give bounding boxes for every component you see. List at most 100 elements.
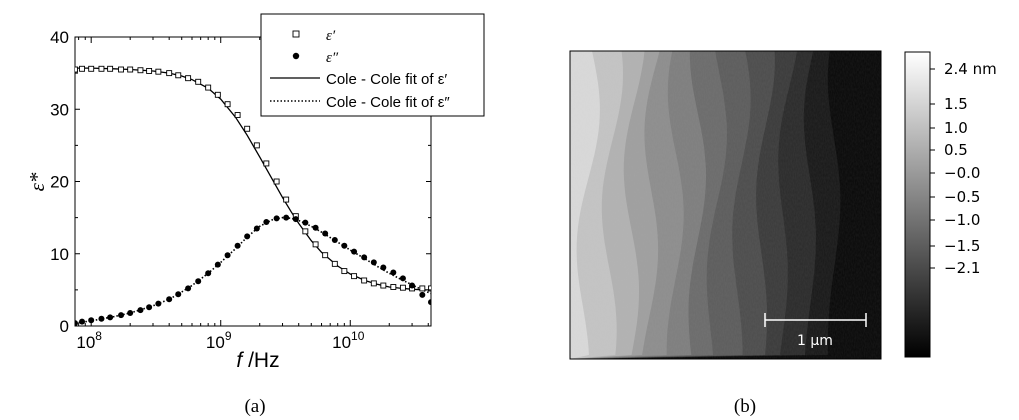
data-point-eps-real (370, 280, 377, 287)
fit-line-3 (75, 216, 431, 324)
colorbar-tick-label: −0.5 (944, 188, 980, 206)
data-point-eps-real (214, 91, 221, 98)
data-point-eps-real (283, 196, 290, 203)
colorbar-tick-label: 1.0 (944, 119, 968, 137)
data-point-eps-real (419, 285, 426, 292)
data-point-eps-imag (428, 299, 431, 306)
data-point-eps-imag (390, 269, 397, 276)
data-point-eps-imag (419, 291, 426, 298)
data-point-eps-real (79, 65, 85, 72)
data-point-eps-imag (361, 254, 368, 261)
data-point-eps-imag (302, 219, 309, 226)
data-point-eps-real (273, 178, 280, 185)
data-point-eps-imag (263, 218, 270, 225)
colorbar-ticks: 2.4 nm 1.5 1.0 0.5 −0.0 −0.5 −1.0 −1.5 −2.1 (930, 60, 997, 277)
legend-label: ε″ (326, 50, 339, 66)
data-point-eps-real (341, 268, 348, 275)
colorbar: 2.4 nm 1.5 1.0 0.5 −0.0 −0.5 −1.0 −1.5 −2.1 (904, 51, 997, 358)
legend-label: Cole - Cole fit of ε″ (326, 94, 450, 111)
data-point-eps-real (253, 142, 260, 149)
data-point-eps-real (118, 66, 124, 73)
afm-topography-panel: 1 μm 2.4 nm 1.5 1.0 0.5 −0.0 −0.5 −1.0 −1.5 −2.1… (569, 50, 997, 417)
y-tick-label: 0 (60, 317, 69, 336)
data-point-eps-imag (195, 278, 202, 285)
y-axis-label: ε* (25, 172, 49, 191)
data-point-eps-real (88, 65, 95, 72)
dielectric-spectrum-chart: 108 109 1010 0 10 20 30 40 f /Hz ε* ε′ ε″ Cole -… (25, 13, 485, 417)
colorbar-tick-label: 1.5 (944, 95, 968, 113)
data-point-eps-real (399, 284, 406, 291)
y-tick-label: 20 (50, 173, 69, 192)
data-point-eps-imag (331, 237, 338, 244)
afm-image-frame (569, 50, 882, 360)
data-point-eps-imag (234, 242, 241, 249)
legend-marker-square (292, 30, 300, 38)
data-point-eps-imag (244, 233, 251, 240)
data-point-eps-real (127, 66, 134, 73)
data-point-eps-real (351, 273, 358, 280)
panel-label-a: (a) (244, 396, 265, 417)
colorbar-tick-label: −0.0 (944, 164, 980, 182)
data-point-eps-imag (399, 275, 406, 282)
data-point-eps-imag (292, 216, 299, 223)
data-point-eps-real (175, 72, 182, 79)
data-point-eps-real (244, 125, 251, 132)
colorbar-tick-label: −2.1 (944, 259, 980, 277)
data-point-eps-real (98, 65, 105, 72)
data-point-eps-imag (155, 300, 162, 307)
data-point-eps-imag (137, 307, 144, 314)
afm-height-image (570, 51, 881, 359)
data-point-eps-imag (118, 312, 125, 319)
y-tick-label: 40 (50, 28, 69, 47)
data-point-eps-imag (127, 309, 134, 316)
colorbar-tick-label: −1.5 (944, 237, 980, 255)
colorbar-tick-label: −1.0 (944, 211, 980, 229)
data-point-eps-real (302, 228, 309, 235)
legend-label: ε′ (326, 28, 336, 44)
x-axis-label: f /Hz (236, 349, 279, 372)
data-point-eps-imag (75, 320, 78, 326)
data-point-eps-real (224, 101, 231, 108)
data-point-eps-imag (322, 230, 329, 237)
data-point-eps-imag (79, 318, 86, 325)
panel-label-b: (b) (734, 396, 756, 417)
colorbar-tick-label: 0.5 (944, 141, 968, 159)
data-point-eps-imag (380, 264, 387, 271)
data-point-eps-imag (283, 214, 290, 221)
data-point-eps-real (390, 284, 397, 290)
x-tick-label: 108 (76, 329, 102, 352)
data-point-eps-imag (146, 304, 153, 311)
data-point-eps-imag (409, 282, 416, 289)
data-point-eps-imag (341, 242, 348, 249)
data-point-eps-real (205, 84, 212, 91)
data-point-eps-imag (175, 291, 182, 298)
data-point-eps-real (380, 282, 387, 289)
data-point-eps-real (312, 241, 319, 248)
data-point-eps-real (107, 65, 114, 72)
data-point-eps-real (195, 78, 202, 85)
legend-marker-circle (292, 52, 300, 60)
y-tick-label: 10 (50, 245, 69, 264)
data-point-eps-imag (205, 270, 212, 277)
afm-noise-overlay (570, 51, 881, 359)
series-group (75, 65, 431, 326)
data-point-eps-imag (312, 224, 319, 231)
data-layer (75, 65, 431, 326)
data-point-eps-real (428, 285, 431, 292)
y-tick-label: 30 (50, 100, 69, 119)
scale-bar-label: 1 μm (797, 333, 833, 349)
data-point-eps-imag (273, 215, 280, 222)
data-point-eps-imag (370, 259, 377, 266)
x-tick-label: 109 (206, 329, 232, 352)
legend: ε′ ε″ Cole - Cole fit of ε′ Cole - Cole fit… (260, 13, 485, 117)
legend-label: Cole - Cole fit of ε′ (326, 71, 447, 88)
colorbar-tick-label: 2.4 nm (944, 60, 997, 78)
data-point-eps-real (361, 277, 368, 284)
data-point-eps-imag (166, 296, 173, 303)
data-point-eps-imag (351, 248, 358, 255)
data-point-eps-real (322, 252, 329, 259)
data-point-eps-imag (224, 252, 231, 259)
data-point-eps-imag (214, 261, 221, 268)
data-point-eps-real (331, 260, 338, 267)
